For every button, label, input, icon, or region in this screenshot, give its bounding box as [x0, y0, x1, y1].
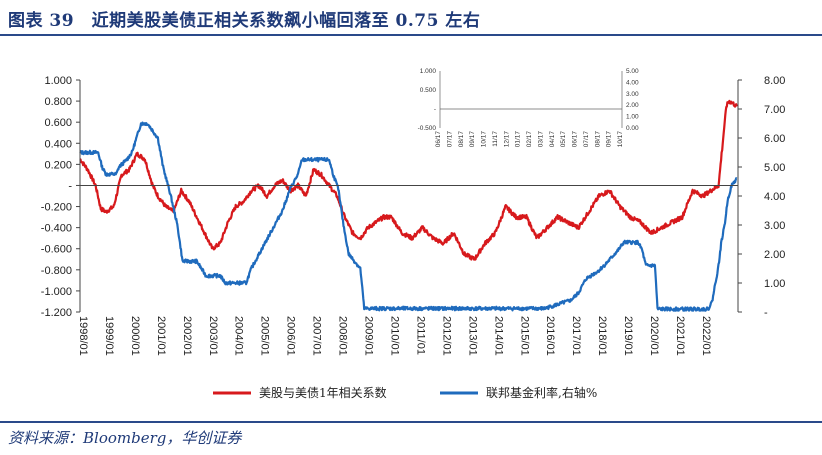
inset-right-tick-label: 1.00: [626, 114, 639, 121]
x-tick-label: 2016/01: [544, 316, 556, 356]
inset-chart: 1.000 0.500 - -0.500 5.00 4.00 3.00 2.00 1.00 0.…: [418, 68, 639, 147]
x-tick-label: 2000/01: [129, 316, 141, 356]
right-tick-label: 5.00: [764, 162, 785, 174]
x-tick-label: 2021/01: [674, 316, 686, 356]
left-tick-label: 0.800: [44, 96, 72, 108]
x-tick-label: 2008/01: [337, 316, 349, 356]
inset-x-tick-label: 03/17: [537, 131, 544, 148]
inset-x-tick-label: 04/17: [549, 131, 556, 148]
page-title: 图表 39 近期美股美债正相关系数飙小幅回落至 0.75 左右: [8, 11, 481, 31]
inset-x-tick-label: 08/17: [594, 131, 601, 148]
inset-x-tick-label: 05/17: [560, 131, 567, 148]
x-tick-label: 2004/01: [233, 316, 245, 356]
inset-left-tick-label: 1.000: [420, 68, 437, 75]
inset-x-tick-label: 02/17: [526, 131, 533, 148]
inset-background: [440, 71, 622, 128]
x-tick-label: 2015/01: [518, 316, 530, 356]
left-tick-label: -1.000: [41, 286, 72, 298]
x-tick-label: 2006/01: [285, 316, 297, 356]
x-tick-label: 2019/01: [622, 316, 634, 356]
x-tick-label: 2017/01: [570, 316, 582, 356]
series-fed-rate-line: [79, 121, 738, 312]
x-tick-label: 2009/01: [363, 316, 375, 356]
inset-left-tick-label: -: [434, 106, 436, 113]
left-tick-label: -0.600: [41, 244, 72, 256]
inset-x-tick-label: 01/17: [515, 131, 522, 148]
x-tick-label: 2005/01: [259, 316, 271, 356]
left-tick-label: -1.200: [41, 307, 72, 319]
inset-x-tick-label: 10/17: [617, 131, 624, 148]
legend-label-correlation: 美股与美债1年相关系数: [259, 385, 387, 400]
x-tick-label: 2010/01: [388, 316, 400, 356]
right-tick-label: 4.00: [764, 191, 785, 203]
right-tick-label: -: [764, 307, 768, 319]
legend-label-fed-rate: 联邦基金利率,右轴%: [486, 385, 597, 400]
inset-x-axis: 06/17 07/17 08/17 09/17 10/17 11/17 12/17 01/17…: [435, 131, 624, 148]
right-tick-label: 1.00: [764, 278, 785, 290]
left-tick-label: -0.400: [41, 223, 72, 235]
inset-right-tick-label: 2.00: [626, 102, 639, 109]
x-tick-label: 1999/01: [103, 316, 115, 356]
inset-x-tick-label: 12/17: [503, 131, 510, 148]
left-tick-label: 0.400: [44, 138, 72, 150]
left-axis: 1.000 0.800 0.600 0.400 0.200 - -0.200 -0.400 -0…: [41, 75, 80, 319]
inset-x-tick-label: 11/17: [492, 131, 499, 147]
left-tick-label: -0.800: [41, 265, 72, 277]
left-tick-label: -: [68, 180, 72, 192]
series-lines: [79, 99, 738, 312]
inset-left-tick-label: -0.500: [418, 125, 437, 132]
x-tick-label: 2012/01: [440, 316, 452, 356]
left-tick-label: -0.200: [41, 202, 72, 214]
x-tick-label: 2022/01: [700, 316, 712, 356]
footer-divider: [0, 421, 822, 423]
legend: 美股与美债1年相关系数 联邦基金利率,右轴%: [213, 385, 597, 400]
inset-x-tick-label: 06/17: [572, 131, 579, 148]
right-tick-label: 8.00: [764, 75, 785, 87]
x-axis: 1998/01 1999/01 2000/01 2001/01 2002/01 2003/…: [77, 316, 712, 356]
x-tick-label: 2003/01: [207, 316, 219, 356]
right-axis: - 1.00 2.00 3.00 4.00 5.00 6.00 7.00 8.00: [738, 75, 785, 319]
inset-x-tick-label: 09/17: [469, 131, 476, 148]
inset-right-tick-label: 3.00: [626, 91, 639, 98]
main-chart: 1.0000.8000.6000.4000.200--0.200-0.400-0…: [41, 75, 786, 356]
x-tick-label: 2014/01: [492, 316, 504, 356]
right-tick-label: 6.00: [764, 133, 785, 145]
inset-right-axis: 5.00 4.00 3.00 2.00 1.00 0.00: [626, 68, 639, 132]
inset-x-tick-label: 07/17: [583, 131, 590, 148]
inset-x-tick-label: 07/17: [446, 131, 453, 148]
right-tick-label: 7.00: [764, 104, 785, 116]
inset-x-tick-label: 06/17: [435, 131, 442, 148]
series-correlation-line: [79, 99, 738, 261]
inset-x-tick-label: 09/17: [606, 131, 613, 148]
inset-x-tick-label: 10/17: [481, 131, 488, 148]
inset-x-tick-label: 08/17: [458, 131, 465, 148]
x-tick-label: 2001/01: [155, 316, 167, 356]
right-tick-label: 3.00: [764, 220, 785, 232]
left-tick-label: 0.600: [44, 117, 72, 129]
x-tick-label: 2013/01: [466, 316, 478, 356]
inset-right-tick-label: 4.00: [626, 79, 639, 86]
x-tick-label: 2020/01: [648, 316, 660, 356]
x-tick-label: 2018/01: [596, 316, 608, 356]
inset-left-tick-label: 0.500: [420, 87, 437, 94]
right-tick-label: 2.00: [764, 249, 785, 261]
inset-right-tick-label: 5.00: [626, 68, 639, 75]
left-tick-label: 0.200: [44, 159, 72, 171]
x-tick-label: 2011/01: [414, 316, 426, 355]
x-tick-label: 2007/01: [311, 316, 323, 356]
title-divider: [0, 34, 822, 36]
inset-left-axis: 1.000 0.500 - -0.500: [418, 68, 437, 132]
x-tick-label: 2002/01: [181, 316, 193, 356]
left-tick-label: 1.000: [44, 75, 72, 87]
source-note: 资料来源：Bloomberg，华创证券: [8, 429, 242, 447]
inset-right-tick-label: 0.00: [626, 125, 639, 132]
x-tick-label: 1998/01: [77, 316, 89, 356]
